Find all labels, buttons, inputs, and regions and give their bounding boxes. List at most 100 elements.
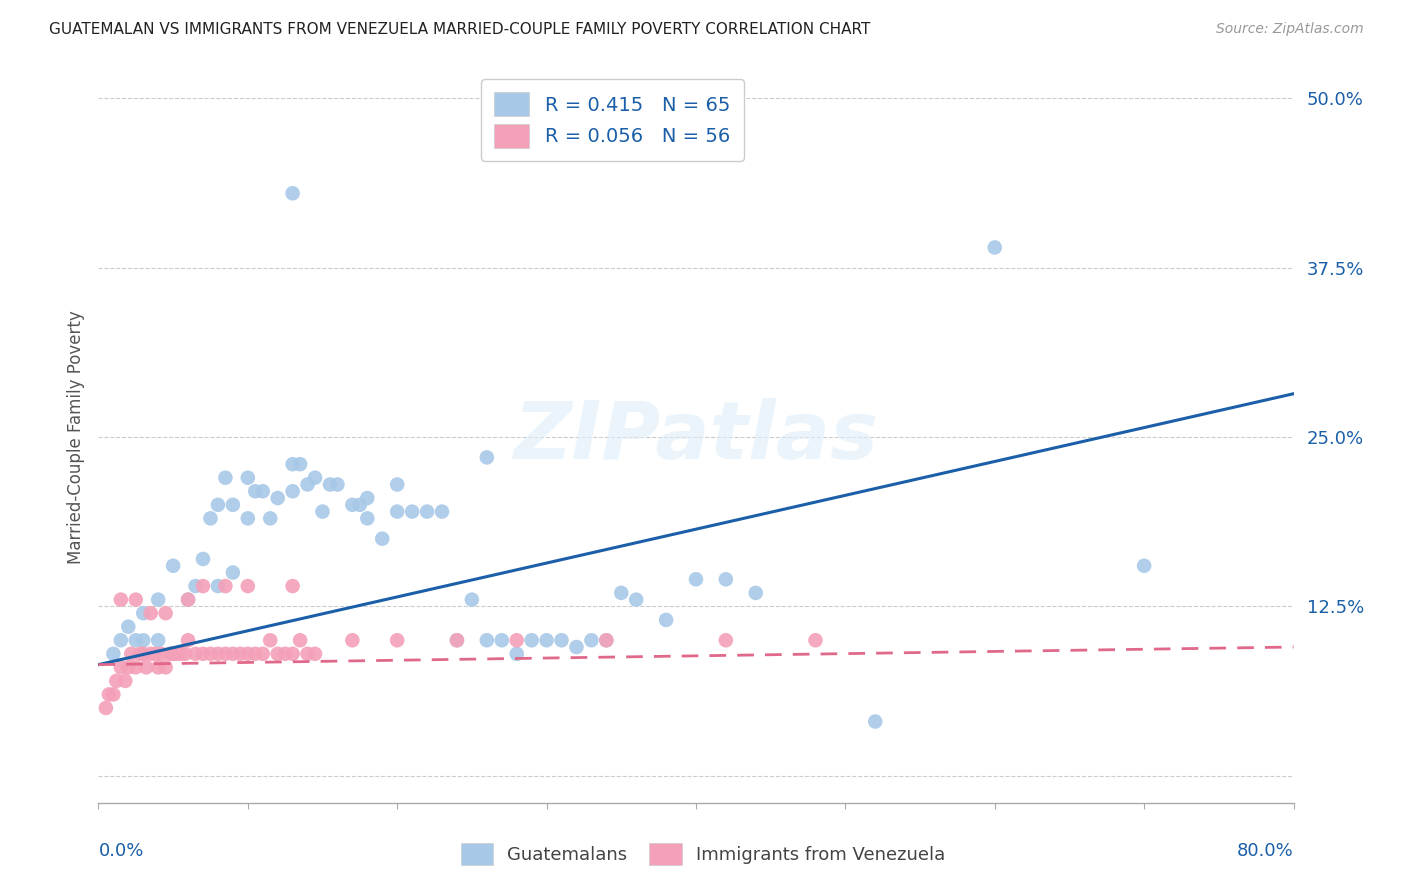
- Point: [984, 240, 1007, 254]
- Point: [207, 647, 229, 661]
- Point: [550, 633, 572, 648]
- Point: [304, 471, 326, 485]
- Point: [117, 620, 139, 634]
- Point: [110, 592, 132, 607]
- Point: [169, 647, 191, 661]
- Point: [236, 471, 259, 485]
- Point: [475, 633, 498, 648]
- Point: [595, 633, 617, 648]
- Point: [97, 688, 120, 702]
- Point: [245, 647, 267, 661]
- Point: [200, 647, 222, 661]
- Point: [207, 579, 229, 593]
- Point: [148, 660, 170, 674]
- Point: [162, 647, 184, 661]
- Point: [159, 647, 181, 661]
- Point: [222, 647, 245, 661]
- Point: [177, 633, 200, 648]
- Point: [685, 572, 707, 586]
- Point: [281, 579, 304, 593]
- Point: [94, 701, 117, 715]
- Point: [177, 592, 200, 607]
- Point: [129, 647, 152, 661]
- Point: [385, 633, 409, 648]
- Point: [274, 647, 297, 661]
- Y-axis label: Married-Couple Family Poverty: Married-Couple Family Poverty: [66, 310, 84, 564]
- Point: [461, 592, 484, 607]
- Point: [245, 484, 267, 499]
- Point: [132, 647, 155, 661]
- Point: [236, 511, 259, 525]
- Point: [446, 633, 468, 648]
- Text: Source: ZipAtlas.com: Source: ZipAtlas.com: [1216, 22, 1364, 37]
- Point: [281, 647, 304, 661]
- Point: [491, 633, 513, 648]
- Point: [281, 186, 304, 201]
- Point: [595, 633, 617, 648]
- Point: [148, 633, 170, 648]
- Point: [184, 579, 207, 593]
- Point: [297, 477, 319, 491]
- Point: [155, 606, 177, 620]
- Point: [506, 633, 529, 648]
- Point: [214, 471, 236, 485]
- Point: [520, 633, 543, 648]
- Point: [506, 647, 529, 661]
- Point: [536, 633, 558, 648]
- Point: [191, 579, 214, 593]
- Text: 0.0%: 0.0%: [98, 842, 143, 860]
- Point: [103, 688, 125, 702]
- Point: [446, 633, 468, 648]
- Point: [229, 647, 252, 661]
- Point: [191, 647, 214, 661]
- Point: [288, 633, 311, 648]
- Point: [110, 633, 132, 648]
- Point: [132, 606, 155, 620]
- Point: [259, 511, 281, 525]
- Point: [342, 498, 364, 512]
- Point: [581, 633, 603, 648]
- Point: [184, 647, 207, 661]
- Point: [416, 505, 439, 519]
- Point: [155, 660, 177, 674]
- Text: ZIPatlas: ZIPatlas: [513, 398, 879, 476]
- Point: [385, 477, 409, 491]
- Legend: R = 0.415   N = 65, R = 0.056   N = 56: R = 0.415 N = 65, R = 0.056 N = 56: [481, 78, 744, 161]
- Point: [430, 505, 453, 519]
- Point: [267, 491, 290, 505]
- Point: [120, 647, 142, 661]
- Point: [105, 673, 128, 688]
- Point: [319, 477, 342, 491]
- Point: [565, 640, 588, 654]
- Point: [143, 647, 166, 661]
- Point: [745, 586, 768, 600]
- Text: GUATEMALAN VS IMMIGRANTS FROM VENEZUELA MARRIED-COUPLE FAMILY POVERTY CORRELATIO: GUATEMALAN VS IMMIGRANTS FROM VENEZUELA …: [49, 22, 870, 37]
- Point: [174, 647, 197, 661]
- Point: [655, 613, 678, 627]
- Point: [117, 660, 139, 674]
- Point: [342, 633, 364, 648]
- Point: [165, 647, 187, 661]
- Point: [200, 511, 222, 525]
- Point: [865, 714, 887, 729]
- Point: [191, 552, 214, 566]
- Legend: Guatemalans, Immigrants from Venezuela: Guatemalans, Immigrants from Venezuela: [453, 836, 953, 872]
- Point: [252, 484, 274, 499]
- Point: [356, 511, 378, 525]
- Point: [139, 647, 162, 661]
- Point: [148, 592, 170, 607]
- Point: [281, 484, 304, 499]
- Point: [177, 592, 200, 607]
- Point: [288, 457, 311, 471]
- Point: [349, 498, 371, 512]
- Point: [236, 647, 259, 661]
- Point: [139, 606, 162, 620]
- Point: [125, 660, 148, 674]
- Text: 80.0%: 80.0%: [1237, 842, 1294, 860]
- Point: [371, 532, 394, 546]
- Point: [385, 505, 409, 519]
- Point: [214, 579, 236, 593]
- Point: [267, 647, 290, 661]
- Point: [214, 647, 236, 661]
- Point: [475, 450, 498, 465]
